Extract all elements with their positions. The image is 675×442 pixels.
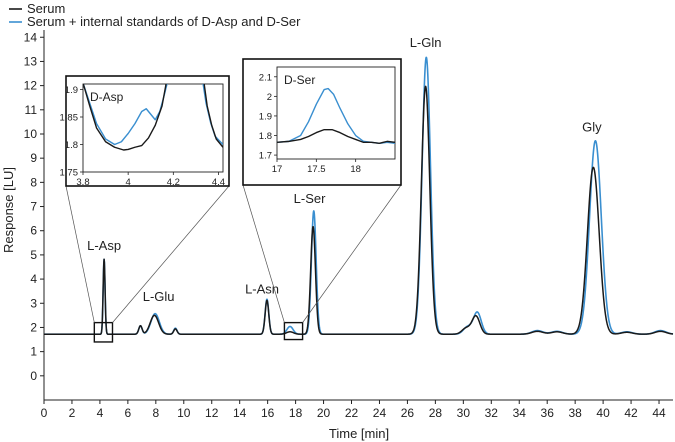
legend-label-spiked: Serum + internal standards of D-Asp and …	[27, 14, 301, 29]
inset-x-tick-label: 4.4	[212, 177, 225, 188]
inset-traces	[277, 87, 395, 145]
x-tick-label: 34	[513, 406, 527, 420]
zoom-box	[93, 321, 114, 343]
inset-y-tick-label: 1.8	[65, 140, 78, 151]
x-tick-label: 40	[596, 406, 610, 420]
inset-y-tick-label: 1.9	[259, 111, 272, 122]
legend: Serum Serum + internal standards of D-As…	[9, 1, 301, 29]
y-tick-label: 1	[30, 345, 37, 359]
x-tick-label: 0	[41, 406, 48, 420]
x-tick-label: 8	[152, 406, 159, 420]
zoom-connector	[302, 184, 402, 323]
peak-label: L-Ser	[294, 191, 326, 206]
peak-label: L-Asp	[87, 238, 121, 253]
zoom-connector	[242, 184, 285, 323]
x-tick-label: 28	[429, 406, 443, 420]
x-tick-label: 6	[125, 406, 132, 420]
x-tick-label: 12	[205, 406, 219, 420]
insets: 1.75 1.8 1.85 1.9 3.8 4 4.2 4.4 D-Asp 1.7 1.8 1.9 2 2…	[60, 58, 402, 343]
inset-series-line-serum	[277, 128, 395, 145]
x-tick-label: 22	[345, 406, 359, 420]
x-tick-label: 42	[624, 406, 638, 420]
inset-x-tick-label: 3.8	[76, 177, 89, 188]
y-tick-label: 8	[30, 175, 37, 189]
y-tick-label: 2	[30, 320, 37, 334]
inset-plot-frame	[82, 83, 224, 173]
y-tick-label: 14	[24, 30, 38, 44]
peak-label: L-Gln	[410, 35, 442, 50]
x-tick-label: 44	[652, 406, 666, 420]
x-tick-label: 20	[317, 406, 331, 420]
y-tick-label: 9	[30, 151, 37, 165]
inset-x-tick-label: 4	[126, 177, 131, 188]
y-tick-label: 4	[30, 272, 37, 286]
x-tick-label: 16	[261, 406, 275, 420]
inset-y-tick-label: 2	[267, 92, 272, 103]
inset-frame	[242, 58, 402, 186]
x-tick-label: 30	[457, 406, 471, 420]
inset-y-tick-label: 1.85	[60, 113, 79, 124]
x-tick-label: 26	[401, 406, 415, 420]
inset-series-line-serum	[83, 84, 167, 151]
axis-titles: Time [min] Response [LU]	[1, 167, 389, 441]
inset-series-line-spiked	[83, 84, 168, 146]
inset-y-tick-label: 2.1	[259, 72, 272, 83]
inset-x-tick-label: 4.2	[167, 177, 180, 188]
inset-d-asp: 1.75 1.8 1.85 1.9 3.8 4 4.2 4.4 D-Asp	[60, 75, 230, 343]
y-tick-label: 11	[25, 103, 38, 117]
x-tick-label: 2	[69, 406, 76, 420]
x-tick-label: 14	[233, 406, 247, 420]
peak-label: L-Asn	[245, 282, 279, 297]
y-tick-label: 6	[30, 224, 37, 238]
inset-x-tick-label: 17	[272, 164, 283, 175]
x-tick-label: 18	[289, 406, 303, 420]
inset-title: D-Asp	[90, 90, 124, 104]
inset-y-tick-label: 1.7	[259, 151, 272, 162]
x-tick-label: 10	[177, 406, 191, 420]
y-tick-label: 3	[30, 296, 37, 310]
legend-label-serum: Serum	[27, 1, 65, 16]
y-tick-label: 5	[30, 248, 37, 262]
inset-frame	[65, 75, 230, 187]
inset-x-tick-label: 18	[350, 164, 361, 175]
inset-d-ser: 1.7 1.8 1.9 2 2.1 17 17.5 18 D-Ser	[242, 58, 402, 341]
series-line-serum	[43, 85, 674, 335]
y-axis-title: Response [LU]	[1, 167, 16, 253]
inset-x-tick-label: 17.5	[307, 164, 326, 175]
y-tick-label: 0	[30, 369, 37, 383]
y-tick-label: 13	[24, 54, 38, 68]
x-tick-label: 38	[568, 406, 582, 420]
x-tick-label: 24	[373, 406, 387, 420]
inset-title: D-Ser	[284, 73, 315, 87]
y-tick-label: 7	[30, 200, 37, 214]
x-tick-label: 4	[97, 406, 104, 420]
inset-y-tick-label: 1.75	[60, 168, 79, 179]
inset-plot-frame	[276, 66, 396, 160]
inset-series-line-serum	[203, 84, 223, 148]
inset-traces	[83, 84, 223, 151]
x-axis-title: Time [min]	[329, 426, 389, 441]
peak-label: L-Glu	[143, 289, 175, 304]
inset-y-tick-label: 1.8	[259, 131, 272, 142]
zoom-connector	[65, 185, 95, 323]
peak-label: Gly	[582, 120, 602, 135]
y-tick-label: 10	[24, 127, 38, 141]
x-tick-label: 36	[541, 406, 555, 420]
x-tick-label: 32	[485, 406, 499, 420]
y-tick-label: 12	[24, 79, 38, 93]
zoom-connector	[112, 185, 230, 323]
inset-y-tick-label: 1.9	[65, 85, 78, 96]
zoom-box	[283, 321, 304, 341]
